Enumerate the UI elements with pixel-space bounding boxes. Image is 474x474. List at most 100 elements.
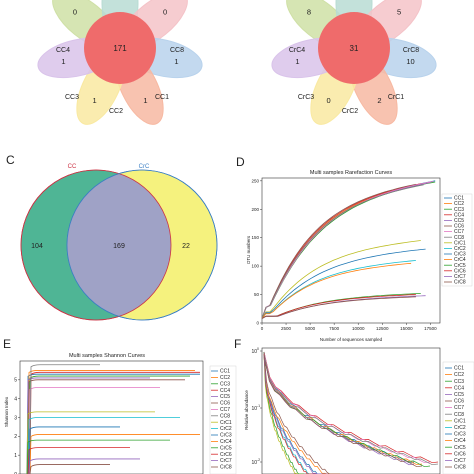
venn-overlap-count: 169	[113, 243, 125, 250]
legend-entry: CC1	[454, 196, 464, 202]
series-line-crc4	[261, 262, 412, 319]
legend-entry: CC7	[454, 229, 464, 235]
y-tick-label: 10	[251, 406, 257, 412]
petal-label: CrC8	[403, 47, 419, 54]
plot-frame	[261, 347, 441, 474]
chart-title: Multi samples Shannon Curves	[69, 353, 145, 359]
y-tick-exponent: 0	[257, 347, 259, 351]
legend-entry: CrC7	[220, 458, 232, 464]
x-tick-label: 10000	[352, 326, 365, 331]
venn-right-count: 22	[182, 243, 190, 250]
panel-letter-c: C	[6, 153, 15, 167]
series-line-cc6	[261, 183, 416, 319]
series-line-crc3	[28, 426, 120, 474]
petal-count: 0	[73, 7, 77, 16]
y-tick-label: 1	[14, 453, 17, 459]
legend-entry: CrC6	[454, 451, 466, 457]
series-line-crc3	[261, 248, 426, 319]
legend-entry: CC2	[220, 375, 230, 381]
series-line-crc5	[263, 351, 304, 474]
core-count: 171	[113, 44, 127, 53]
petal-count: 2	[377, 96, 381, 105]
legend-entry: CC7	[220, 407, 230, 413]
series-line-cc2	[263, 353, 423, 466]
x-tick-label: 7500	[329, 326, 340, 331]
y-tick-label: 2	[14, 434, 17, 440]
series-line-crc4	[29, 434, 200, 474]
y-tick-label: 10	[251, 349, 257, 355]
series-line-cc6	[27, 379, 185, 474]
petal-label: CC4	[56, 47, 70, 54]
petal-label: CrC2	[342, 108, 358, 115]
petal-label: CrC4	[289, 47, 305, 54]
legend-entry: CrC3	[220, 433, 232, 439]
x-tick-label: 17500	[424, 326, 437, 331]
series-line-crc3	[263, 353, 328, 474]
legend-entry: CC4	[454, 385, 464, 391]
series-line-cc5	[261, 182, 431, 319]
legend-entry: CC4	[220, 388, 230, 394]
legend-entry: CC8	[454, 412, 464, 418]
legend-entry: CC3	[454, 379, 464, 385]
legend-entry: CrC1	[220, 420, 232, 426]
x-tick-label: 5000	[305, 326, 316, 331]
legend-box	[442, 361, 474, 474]
series-line-crc8	[263, 351, 340, 474]
legend-entry: CC7	[454, 405, 464, 411]
legend-entry: CrC2	[454, 425, 466, 431]
flower-diagram-cc: 010CC81CC11CC21CC31CC4171	[37, 0, 203, 125]
x-tick-label: 15000	[400, 326, 413, 331]
chart-title: Multi samples Rarefaction Curves	[310, 170, 392, 176]
legend-entry: CrC7	[454, 458, 466, 464]
series-line-cc7	[263, 351, 431, 464]
legend-entry: CrC4	[220, 439, 232, 445]
rarefaction-chart: D Multi samples Rarefaction Curves Numbe…	[236, 155, 473, 342]
legend-entry: CC6	[454, 224, 464, 230]
legend-entry: CrC3	[454, 252, 466, 258]
y-tick-label: 0	[256, 321, 259, 326]
petal-count: 5	[397, 7, 401, 16]
legend-entry: CrC1	[454, 418, 466, 424]
legend-entry: CrC5	[454, 445, 466, 451]
petal-label: CC3	[65, 94, 79, 101]
y-tick-label: 4	[14, 396, 17, 402]
y-tick-label: 150	[251, 235, 259, 240]
series-line-cc7	[261, 181, 434, 319]
flower-diagram-crc: 8175CrC810CrC12CrC20CrC31CrC431	[271, 0, 437, 125]
y-tick-label: 50	[254, 292, 260, 297]
series-line-cc8	[263, 353, 439, 466]
series-line-crc5	[26, 439, 170, 474]
legend-entry: CrC6	[220, 452, 232, 458]
series-line-cc4	[261, 183, 421, 319]
series-line-cc3	[263, 355, 431, 468]
venn-diagram: C CC CrC 104 169 22	[6, 153, 218, 321]
petal-label: CC1	[155, 94, 169, 101]
y-axis-label: OTU numbers	[246, 235, 251, 264]
legend-entry: CrC2	[454, 246, 466, 252]
petal-label: CrC1	[388, 94, 404, 101]
venn-left-label: CC	[68, 164, 77, 170]
y-tick-label: 200	[251, 207, 259, 212]
legend-entry: CrC8	[454, 465, 466, 471]
shannon-chart: E Multi samples Shannon Curves Shannon I…	[3, 337, 237, 474]
petal-label: CC8	[170, 47, 184, 54]
x-tick-label: 12500	[376, 326, 389, 331]
legend-entry: CrC8	[220, 465, 232, 471]
series-line-cc1	[263, 351, 415, 464]
venn-overlap	[67, 170, 171, 320]
plot-frame	[261, 177, 441, 324]
petal-count: 10	[406, 57, 414, 66]
y-tick-label: 5	[14, 378, 17, 384]
y-tick-label: 10	[251, 460, 257, 466]
petal-count: 1	[174, 57, 178, 66]
panel-letter-f: F	[234, 337, 241, 351]
petal-count: 1	[92, 96, 96, 105]
legend-entry: CC2	[454, 201, 464, 207]
series-line-crc8	[29, 464, 110, 474]
legend-entry: CrC4	[454, 438, 466, 444]
series-line-crc2	[261, 260, 416, 319]
series-line-crc7	[28, 458, 140, 474]
legend-entry: CC5	[454, 392, 464, 398]
series-line-crc6	[263, 353, 316, 474]
